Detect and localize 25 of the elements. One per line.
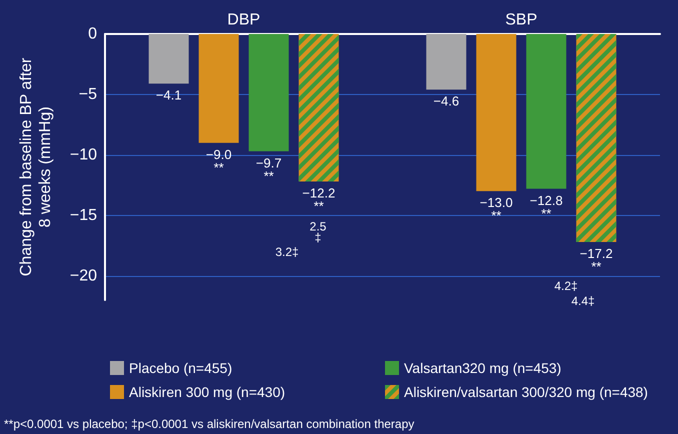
legend-label: Placebo (n=455) — [129, 360, 232, 376]
data-label: −4.1 — [156, 88, 182, 103]
annotation: 4.2‡ — [554, 279, 578, 293]
legend-label: Valsartan320 mg (n=453) — [404, 360, 562, 376]
data-label: −17.2 ** — [580, 246, 613, 274]
data-label: −13.0 ** — [480, 195, 513, 224]
legend-label: Aliskiren/valsartan 300/320 mg (n=438) — [404, 384, 648, 400]
y-tick-label: −5 — [78, 86, 98, 103]
y-axis-title: Change from baseline BP after 8 weeks (mmHg) — [18, 57, 54, 276]
data-label: −4.6 — [433, 94, 460, 109]
annotation: 4.4‡ — [571, 294, 595, 308]
legend-label: Aliskiren 300 mg (n=430) — [129, 384, 286, 400]
x-tick-label: DBP — [227, 12, 260, 28]
data-label: −12.2 ** — [302, 186, 336, 214]
y-tick-label: 0 — [88, 26, 98, 42]
data-label: −9.0 ** — [206, 146, 232, 175]
x-tick-label: SBP — [505, 12, 538, 28]
data-label: −9.7 ** — [256, 155, 282, 184]
annotation: 2.5 ‡ — [310, 220, 327, 244]
annotation: 3.2‡ — [275, 245, 299, 259]
y-tick-label: −15 — [70, 206, 98, 224]
y-tick-label: −20 — [70, 267, 98, 284]
y-tick-label: −10 — [70, 146, 98, 164]
text: **p<0.0001 vs placebo; ‡p<0.0001 vs aliskiren/valsartan combination therapy — [4, 417, 414, 431]
data-label: −12.8 ** — [530, 192, 563, 221]
